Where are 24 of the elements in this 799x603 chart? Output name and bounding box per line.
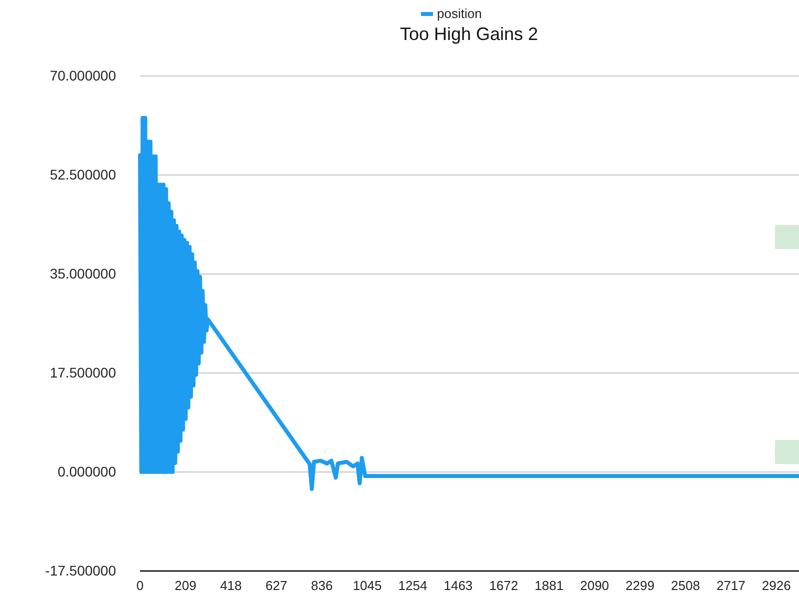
x-tick-label: 1463 — [444, 578, 473, 594]
chart-title: Too High Gains 2 — [400, 24, 538, 44]
x-tick-label: 418 — [220, 578, 242, 594]
x-tick-label: 0 — [136, 578, 144, 594]
x-tick-label: 836 — [310, 578, 333, 594]
x-tick-label: 2717 — [716, 578, 746, 594]
y-tick-label: 35.000000 — [50, 265, 116, 282]
x-tick-label: 1881 — [534, 578, 564, 594]
y-tick-label: -17.500000 — [45, 562, 116, 578]
x-tick-label: 2299 — [626, 578, 654, 594]
x-tick-label: 2090 — [580, 578, 610, 594]
y-tick-label: 52.500000 — [50, 166, 116, 182]
y-tick-label: 70.000000 — [50, 67, 116, 84]
x-tick-label: 627 — [266, 578, 288, 594]
x-tick-label: 209 — [174, 578, 196, 594]
x-tick-label: 2926 — [762, 578, 791, 594]
y-tick-label: 0.000000 — [58, 463, 116, 480]
y-tick-label: 17.500000 — [50, 364, 116, 380]
x-tick-label: 2508 — [671, 578, 700, 594]
x-tick-label: 1254 — [398, 578, 428, 594]
x-tick-label: 1045 — [352, 578, 382, 594]
legend-label: position — [437, 6, 482, 21]
line-series — [138, 116, 799, 491]
x-tick-label: 1672 — [489, 578, 518, 594]
